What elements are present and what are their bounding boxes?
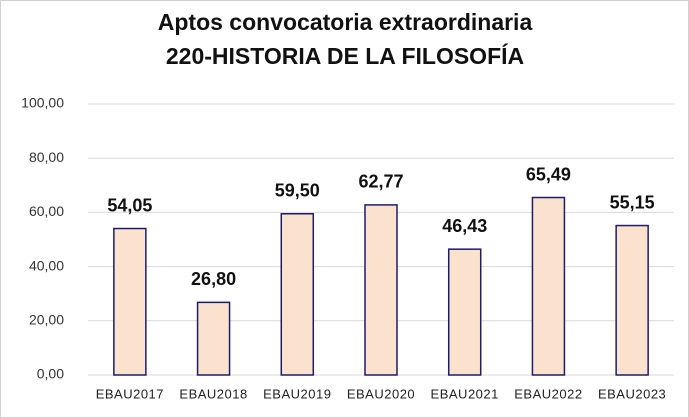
bar: [447, 248, 482, 376]
x-tick-label: EBAU2023: [598, 386, 666, 401]
bar: [280, 213, 315, 376]
x-tick-label: EBAU2017: [96, 386, 164, 401]
x-tick-label: EBAU2019: [263, 386, 331, 401]
y-tick-label: 40,00: [29, 257, 64, 273]
bar: [615, 224, 649, 376]
value-label: 54,05: [107, 195, 152, 215]
y-tick-label: 100,00: [21, 95, 64, 111]
y-tick-label: 20,00: [29, 312, 64, 328]
y-tick-label: 60,00: [29, 203, 64, 219]
bar: [113, 227, 147, 376]
x-tick-label: EBAU2022: [514, 386, 582, 401]
x-tick-label: EBAU2020: [347, 386, 415, 401]
bar: [531, 196, 566, 376]
value-label: 62,77: [358, 172, 403, 192]
chart-title: Aptos convocatoria extraordinaria: [158, 9, 533, 35]
bar: [196, 301, 231, 376]
y-tick-label: 80,00: [29, 149, 64, 165]
x-tick-label: EBAU2021: [431, 386, 499, 401]
value-label: 26,80: [191, 269, 236, 289]
value-label: 59,50: [275, 181, 320, 201]
y-tick-label: 0,00: [37, 366, 64, 382]
value-label: 46,43: [442, 216, 487, 236]
chart-subtitle: 220-HISTORIA DE LA FILOSOFÍA: [166, 42, 524, 69]
x-tick-label: EBAU2018: [179, 386, 247, 401]
value-label: 65,49: [526, 164, 571, 184]
value-label: 55,15: [610, 192, 655, 212]
bar: [364, 204, 398, 376]
